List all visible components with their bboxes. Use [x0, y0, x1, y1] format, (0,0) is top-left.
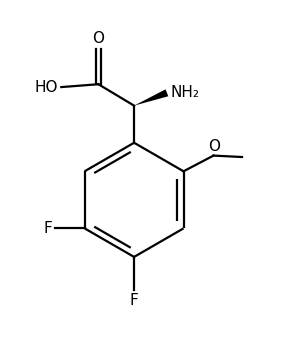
Text: HO: HO — [35, 80, 58, 95]
Text: O: O — [208, 139, 220, 154]
Text: F: F — [43, 221, 52, 236]
Polygon shape — [134, 89, 168, 105]
Text: O: O — [93, 31, 104, 46]
Text: NH₂: NH₂ — [170, 85, 199, 100]
Text: F: F — [130, 293, 139, 308]
